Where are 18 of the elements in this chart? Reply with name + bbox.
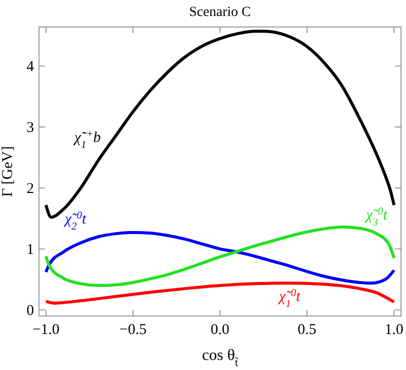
y-tick-label: 2 bbox=[26, 180, 34, 197]
series-label: χ̃$_{3}$$^{0}$t bbox=[364, 206, 388, 228]
line-series bbox=[44, 282, 396, 305]
series-label: χ̃$_{1}$$^{0}$t bbox=[276, 288, 302, 310]
series-label: χ̃$_{1}$$^{+}$b bbox=[72, 128, 102, 151]
y-tick-label: 4 bbox=[26, 59, 34, 76]
y-tick-label: 3 bbox=[26, 120, 34, 136]
x-tick-label: 1.0 bbox=[384, 322, 404, 338]
chart-title: Scenario C bbox=[189, 5, 251, 20]
series-label: χ̃$_{2}$$^{0}$t bbox=[62, 210, 88, 232]
x-tick-label: −1.0 bbox=[32, 322, 60, 338]
y-tick-label: 1 bbox=[26, 242, 34, 258]
y-tick-label: 0 bbox=[26, 302, 34, 319]
x-tick-label: 0.0 bbox=[210, 322, 230, 338]
x-tick-label: −0.5 bbox=[119, 322, 147, 338]
x-tick-label: 0.5 bbox=[298, 322, 316, 338]
x-axis-title: cos θ$_{t̃}$ bbox=[202, 347, 239, 369]
y-axis-title: Γ [GeV] bbox=[0, 146, 16, 197]
